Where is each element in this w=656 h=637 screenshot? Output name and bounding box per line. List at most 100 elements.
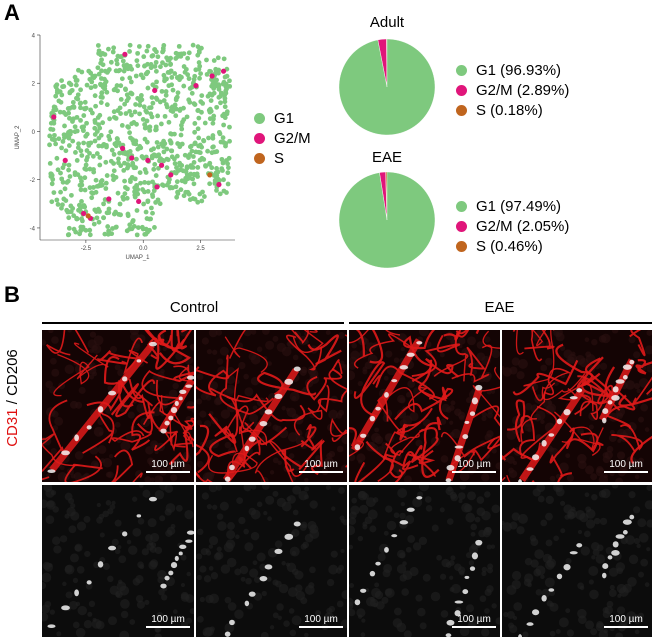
point-g1 [210, 133, 216, 138]
point-g1 [145, 85, 151, 91]
point-g1 [75, 96, 81, 102]
point-g1 [105, 224, 111, 229]
point-g1 [154, 79, 159, 85]
point-g1 [196, 149, 202, 155]
point-g1 [204, 57, 209, 63]
panel-b-letter: B [4, 282, 20, 307]
point-g1 [122, 191, 128, 197]
point-g1 [168, 185, 174, 190]
point-g1 [177, 160, 182, 166]
pie-slice-g1 [338, 171, 436, 269]
point-g1 [103, 159, 109, 165]
point-g1 [144, 70, 150, 76]
point-g1 [177, 108, 183, 113]
legend-label: G1 (96.93%) [476, 61, 562, 79]
point-g1 [78, 105, 83, 111]
point-g1 [56, 136, 62, 142]
point-g1 [117, 105, 123, 111]
point-g1 [187, 86, 193, 91]
point-g1 [192, 196, 198, 202]
point-g1 [104, 102, 110, 108]
point-g2m [220, 68, 227, 74]
point-g1 [110, 49, 116, 55]
point-g1 [168, 140, 174, 146]
point-g1 [141, 54, 147, 60]
point-g1 [179, 178, 185, 184]
point-g1 [218, 139, 224, 145]
point-g1 [135, 96, 141, 101]
point-g1 [148, 61, 154, 67]
point-g1 [143, 108, 149, 114]
legend-swatch [254, 152, 265, 164]
point-g1 [124, 98, 130, 104]
point-g1 [73, 150, 78, 155]
pie-slice-g1 [338, 38, 436, 136]
point-g1 [125, 165, 130, 171]
scale-bar: 100 µm [299, 614, 343, 628]
point-g1 [65, 232, 71, 238]
point-g1 [74, 77, 80, 83]
point-g1 [210, 81, 216, 87]
point-g1 [61, 110, 67, 115]
point-g1 [60, 202, 65, 208]
point-g1 [160, 49, 165, 55]
point-g1 [88, 140, 94, 146]
point-g1 [140, 224, 145, 230]
point-g1 [97, 162, 103, 168]
scale-bar-line [604, 626, 648, 628]
point-g1 [183, 169, 189, 175]
point-g1 [97, 155, 103, 160]
point-g1 [225, 181, 231, 187]
group-label-eae: EAE [484, 299, 515, 316]
point-g1 [138, 93, 144, 98]
ylabel-cd31: CD31 [4, 408, 21, 447]
point-g1 [153, 59, 159, 65]
point-g1 [222, 104, 228, 110]
pie-title-adult: Adult [369, 14, 405, 31]
point-g1 [109, 147, 115, 153]
point-g1 [207, 160, 213, 166]
point-g1 [127, 130, 132, 136]
point-g1 [155, 113, 161, 119]
point-g1 [189, 148, 195, 154]
point-g1 [49, 199, 55, 205]
point-g1 [155, 144, 161, 150]
umap-xlabel: UMAP_1 [125, 255, 150, 261]
point-g1 [72, 170, 78, 175]
point-g1 [89, 195, 95, 201]
point-g1 [153, 153, 158, 159]
point-g1 [66, 135, 72, 141]
point-g1 [95, 65, 101, 71]
point-g1 [221, 177, 226, 183]
point-g1 [66, 162, 72, 168]
point-g1 [53, 93, 59, 99]
point-g1 [146, 180, 151, 186]
point-g1 [150, 210, 155, 216]
point-g1 [64, 180, 70, 185]
point-g1 [227, 124, 232, 130]
point-g1 [53, 141, 59, 147]
point-g1 [223, 141, 229, 146]
point-g1 [225, 170, 231, 176]
point-g1 [137, 170, 143, 176]
point-g1 [94, 215, 100, 221]
point-g1 [84, 82, 90, 88]
point-g1 [199, 93, 205, 99]
legend-swatch [456, 200, 467, 212]
point-g1 [138, 72, 144, 78]
point-g1 [79, 178, 84, 184]
scale-bar-line [452, 471, 496, 473]
point-g1 [127, 75, 133, 81]
point-g1 [144, 139, 150, 145]
point-g1 [151, 146, 157, 152]
point-g1 [78, 148, 84, 154]
point-g1 [132, 176, 138, 182]
legend-label: G2/M [274, 129, 311, 147]
point-g1 [201, 138, 206, 143]
scale-bar-line [452, 626, 496, 628]
pie-title-eae: EAE [371, 149, 402, 166]
point-g1 [122, 178, 127, 184]
point-g1 [151, 166, 157, 172]
point-g1 [172, 102, 178, 108]
point-g1 [100, 62, 106, 68]
